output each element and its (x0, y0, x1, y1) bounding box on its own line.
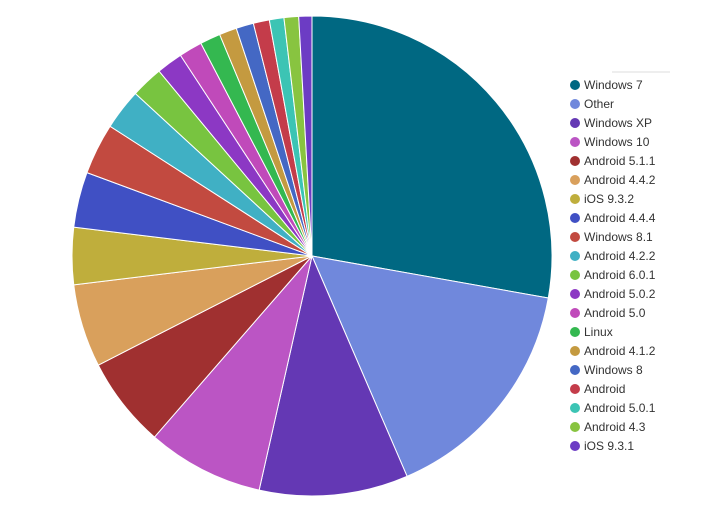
pie-slice-0[interactable] (311, 15, 553, 299)
legend-label: Android 4.4.2 (584, 172, 656, 187)
pie-slice-3[interactable] (153, 255, 313, 491)
legend-item[interactable]: Windows 8 (570, 360, 655, 379)
legend-item[interactable]: Other (570, 94, 655, 113)
legend-label: Android 4.3 (584, 419, 646, 434)
legend-swatch-icon (570, 250, 580, 261)
pie-slices (71, 15, 553, 497)
legend-item[interactable]: Android 4.3 (570, 417, 655, 436)
legend-item[interactable]: Windows XP (570, 113, 655, 132)
legend-swatch-icon (570, 345, 580, 356)
legend-item[interactable]: Windows 7 (570, 75, 655, 94)
legend-swatch-icon (570, 212, 580, 223)
legend-label: Android 5.1.1 (584, 153, 656, 168)
legend-swatch-icon (570, 98, 580, 109)
legend-swatch-icon (570, 421, 580, 432)
legend-label: Android 5.0 (584, 305, 646, 320)
legend-label: Android (584, 381, 626, 396)
legend-label: Windows 8 (584, 362, 643, 377)
legend-item[interactable]: Android 5.0.1 (570, 398, 655, 417)
legend: Windows 7 Other Windows XP Windows 10 Androi… (570, 75, 655, 455)
legend-label: Android 5.0.2 (584, 286, 656, 301)
legend-item[interactable]: Android (570, 379, 655, 398)
pie-slice-19[interactable] (298, 15, 313, 257)
legend-label: Windows 7 (584, 77, 643, 92)
legend-swatch-icon (570, 440, 580, 451)
legend-swatch-icon (570, 155, 580, 166)
legend-label: Windows 8.1 (584, 229, 653, 244)
legend-swatch-icon (570, 174, 580, 185)
legend-label: Linux (584, 324, 613, 339)
legend-item[interactable]: Windows 10 (570, 132, 655, 151)
legend-swatch-icon (570, 117, 580, 128)
legend-swatch-icon (570, 269, 580, 280)
legend-item[interactable]: Android 4.4.2 (570, 170, 655, 189)
legend-item[interactable]: Linux (570, 322, 655, 341)
legend-label: Android 4.1.2 (584, 343, 656, 358)
legend-swatch-icon (570, 364, 580, 375)
legend-item[interactable]: Android 4.4.4 (570, 208, 655, 227)
legend-label: Android 4.4.4 (584, 210, 656, 225)
legend-swatch-icon (570, 136, 580, 147)
legend-label: Windows 10 (584, 134, 650, 149)
legend-swatch-icon (570, 383, 580, 394)
legend-swatch-icon (570, 193, 580, 204)
legend-label: iOS 9.3.2 (584, 191, 635, 206)
legend-label: Other (584, 96, 615, 111)
pie-slice-1[interactable] (311, 255, 549, 477)
legend-label: Android 5.0.1 (584, 400, 656, 415)
legend-label: iOS 9.3.1 (584, 438, 635, 453)
legend-swatch-icon (570, 288, 580, 299)
legend-label: Android 4.2.2 (584, 248, 656, 263)
legend-item[interactable]: Android 5.0.2 (570, 284, 655, 303)
legend-swatch-icon (570, 402, 580, 413)
legend-swatch-icon (570, 307, 580, 318)
legend-item[interactable]: Android 5.1.1 (570, 151, 655, 170)
legend-label: Windows XP (584, 115, 653, 130)
pie-slice-2[interactable] (258, 255, 408, 497)
legend-item[interactable]: Android 5.0 (570, 303, 655, 322)
legend-item[interactable]: Android 6.0.1 (570, 265, 655, 284)
legend-item[interactable]: Windows 8.1 (570, 227, 655, 246)
legend-swatch-icon (570, 79, 580, 90)
legend-swatch-icon (570, 326, 580, 337)
legend-label: Android 6.0.1 (584, 267, 656, 282)
legend-item[interactable]: iOS 9.3.2 (570, 189, 655, 208)
legend-item[interactable]: Android 4.2.2 (570, 246, 655, 265)
legend-swatch-icon (570, 231, 580, 242)
legend-item[interactable]: iOS 9.3.1 (570, 436, 655, 455)
legend-divider (612, 71, 670, 73)
legend-item[interactable]: Android 4.1.2 (570, 341, 655, 360)
